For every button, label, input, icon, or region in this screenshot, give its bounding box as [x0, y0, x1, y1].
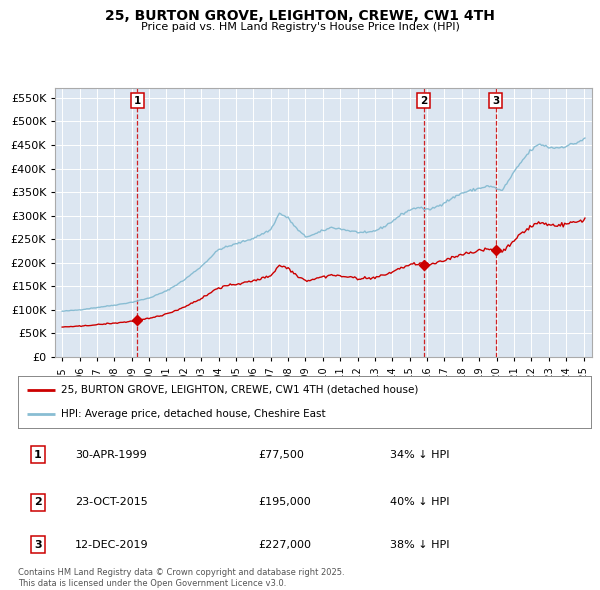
Text: 1: 1 [34, 450, 42, 460]
Text: 40% ↓ HPI: 40% ↓ HPI [391, 497, 450, 507]
Text: 23-OCT-2015: 23-OCT-2015 [76, 497, 148, 507]
Text: 12-DEC-2019: 12-DEC-2019 [76, 540, 149, 549]
Text: 38% ↓ HPI: 38% ↓ HPI [391, 540, 450, 549]
Text: 34% ↓ HPI: 34% ↓ HPI [391, 450, 450, 460]
Text: 25, BURTON GROVE, LEIGHTON, CREWE, CW1 4TH: 25, BURTON GROVE, LEIGHTON, CREWE, CW1 4… [105, 9, 495, 23]
Text: 2: 2 [34, 497, 42, 507]
Text: 2: 2 [420, 96, 427, 106]
Text: HPI: Average price, detached house, Cheshire East: HPI: Average price, detached house, Ches… [61, 409, 326, 419]
Text: 30-APR-1999: 30-APR-1999 [76, 450, 147, 460]
Text: 3: 3 [492, 96, 499, 106]
Text: Contains HM Land Registry data © Crown copyright and database right 2025.
This d: Contains HM Land Registry data © Crown c… [18, 568, 344, 588]
Text: £227,000: £227,000 [259, 540, 311, 549]
Text: 3: 3 [34, 540, 42, 549]
Text: £195,000: £195,000 [259, 497, 311, 507]
Text: 25, BURTON GROVE, LEIGHTON, CREWE, CW1 4TH (detached house): 25, BURTON GROVE, LEIGHTON, CREWE, CW1 4… [61, 385, 418, 395]
Text: Price paid vs. HM Land Registry's House Price Index (HPI): Price paid vs. HM Land Registry's House … [140, 22, 460, 32]
Text: £77,500: £77,500 [259, 450, 305, 460]
Text: 1: 1 [134, 96, 141, 106]
